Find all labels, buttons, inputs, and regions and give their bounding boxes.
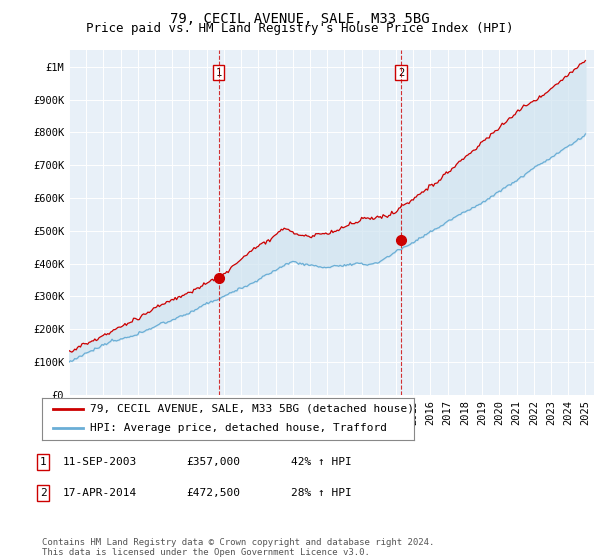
- Text: 17-APR-2014: 17-APR-2014: [63, 488, 137, 498]
- Text: 79, CECIL AVENUE, SALE, M33 5BG (detached house): 79, CECIL AVENUE, SALE, M33 5BG (detache…: [91, 404, 415, 414]
- Text: Price paid vs. HM Land Registry's House Price Index (HPI): Price paid vs. HM Land Registry's House …: [86, 22, 514, 35]
- Text: £357,000: £357,000: [186, 457, 240, 467]
- Text: 1: 1: [215, 68, 222, 78]
- Text: 11-SEP-2003: 11-SEP-2003: [63, 457, 137, 467]
- Text: 79, CECIL AVENUE, SALE, M33 5BG: 79, CECIL AVENUE, SALE, M33 5BG: [170, 12, 430, 26]
- Text: 2: 2: [398, 68, 404, 78]
- Text: £472,500: £472,500: [186, 488, 240, 498]
- Text: HPI: Average price, detached house, Trafford: HPI: Average price, detached house, Traf…: [91, 423, 388, 433]
- Text: 1: 1: [40, 457, 47, 467]
- Text: 2: 2: [40, 488, 47, 498]
- Text: 42% ↑ HPI: 42% ↑ HPI: [291, 457, 352, 467]
- Text: Contains HM Land Registry data © Crown copyright and database right 2024.
This d: Contains HM Land Registry data © Crown c…: [42, 538, 434, 557]
- Text: 28% ↑ HPI: 28% ↑ HPI: [291, 488, 352, 498]
